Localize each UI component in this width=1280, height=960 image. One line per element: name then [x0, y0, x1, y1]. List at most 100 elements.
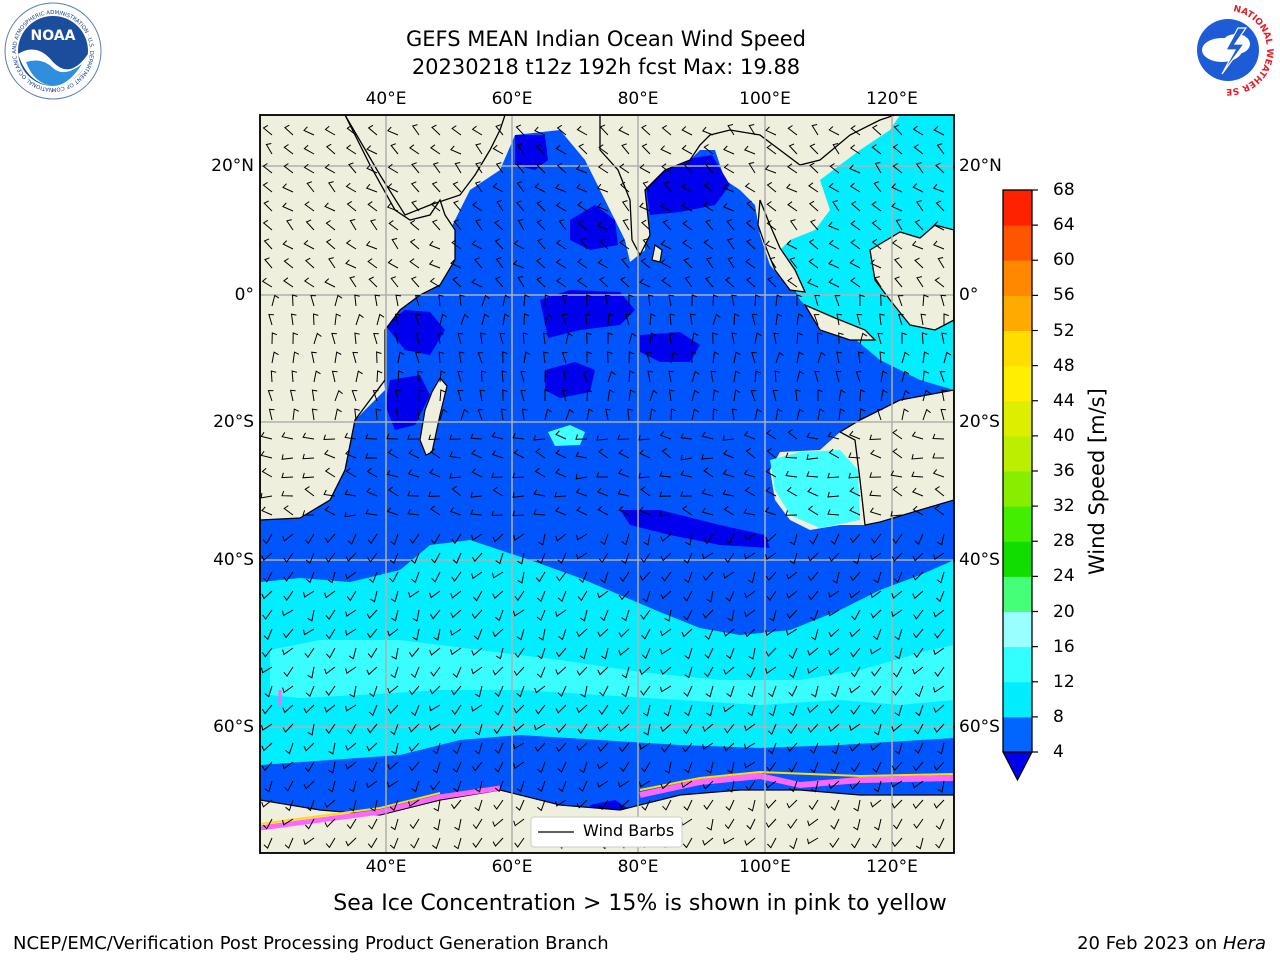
wind-barb [452, 276, 462, 288]
wind-barb [922, 351, 930, 364]
wind-barb [639, 202, 651, 212]
wind-barb [345, 704, 357, 712]
wind-barb [809, 761, 819, 774]
wind-barb [323, 449, 336, 459]
wind-barb [712, 332, 718, 345]
wind-barb [471, 666, 483, 675]
wind-barb [305, 552, 315, 565]
wind-barb [787, 163, 798, 174]
wind-barb [622, 219, 630, 231]
wind-barb [855, 371, 862, 383]
wind-barb [703, 181, 714, 193]
wind-barb [849, 628, 861, 638]
wind-barb [701, 431, 714, 440]
wind-barb [457, 389, 464, 402]
colorbar-tick-label: 40 [1053, 425, 1075, 446]
colorbar-segment [1003, 471, 1032, 507]
wind-barb [744, 628, 756, 638]
wind-barb [513, 818, 525, 827]
wind-barb [744, 590, 756, 599]
wind-barb [807, 704, 819, 714]
wind-barb [642, 704, 651, 717]
colorbar-tick-label: 52 [1053, 320, 1075, 341]
wind-barb [935, 837, 945, 849]
wind-barb [496, 200, 504, 212]
wind-barb [787, 818, 798, 829]
wind-barb [577, 258, 588, 269]
wind-barb [852, 818, 861, 831]
wind-barb [901, 370, 910, 383]
wind-barb [765, 647, 777, 657]
wind-barb [513, 449, 525, 459]
wind-barb [367, 124, 378, 136]
wind-barb [432, 761, 441, 774]
wind-barb [659, 431, 672, 440]
wind-barb [892, 448, 903, 459]
wind-barb [366, 487, 378, 497]
wind-barb [869, 507, 882, 516]
wind-barb [727, 257, 735, 269]
wind-barb [786, 590, 798, 599]
wind-barb [576, 125, 588, 136]
wind-barb [607, 313, 614, 326]
wind-barb [830, 818, 840, 830]
wind-barb [408, 449, 420, 459]
wind-barb [643, 723, 651, 736]
wind-barb [457, 332, 464, 345]
wind-barb [660, 533, 672, 542]
wind-barb [871, 238, 882, 250]
wind-barb [932, 453, 945, 459]
wind-barb [365, 508, 378, 516]
wind-barb [704, 628, 714, 640]
wind-barb [936, 143, 945, 155]
wind-barb [370, 799, 378, 812]
wind-barb [789, 219, 798, 231]
wind-barb [859, 408, 866, 421]
wind-barb [933, 685, 945, 693]
wind-barb [712, 389, 720, 402]
wind-barb [722, 435, 735, 441]
wind-barb [849, 533, 861, 544]
wind-barb [751, 351, 757, 364]
wind-barb [922, 389, 931, 402]
wind-barb [324, 590, 336, 599]
lon-tick-top: 120°E [866, 89, 918, 109]
wind-barb [323, 489, 336, 497]
wind-barb [892, 429, 903, 440]
wind-barb [544, 389, 550, 401]
lat-tick-right: 0° [959, 285, 979, 305]
wind-barb [390, 590, 399, 603]
colorbar-tick-label: 36 [1053, 461, 1075, 481]
wind-barb [766, 201, 777, 212]
wind-barb [600, 571, 609, 584]
wind-barb [684, 761, 693, 774]
wind-barb [895, 219, 903, 231]
wind-barb [849, 780, 861, 790]
wind-barb [706, 704, 714, 717]
wind-barb [417, 370, 423, 383]
wind-barb [641, 647, 651, 660]
lat-tick-left: 20°S [213, 412, 254, 432]
wind-barb [391, 647, 399, 660]
wind-barb [449, 472, 462, 479]
wind-barb [769, 257, 777, 269]
wind-barb [702, 837, 714, 846]
wind-barb [516, 780, 525, 793]
wind-barb [870, 259, 882, 269]
wind-barb [767, 723, 777, 736]
wind-barb [537, 761, 546, 774]
wind-barb [450, 647, 462, 656]
wind-barb [450, 685, 462, 696]
wind-barb [492, 571, 504, 579]
wind-barb [450, 145, 462, 155]
wind-barb [691, 332, 699, 345]
wind-barb [682, 723, 693, 735]
wind-barb [367, 258, 378, 269]
wind-barb [830, 533, 840, 545]
wind-barb [544, 294, 551, 307]
wind-barb [561, 390, 568, 402]
wind-barb [375, 408, 382, 421]
wind-barb [618, 742, 630, 753]
wind-barb [492, 837, 504, 847]
wind-barb [828, 182, 840, 193]
